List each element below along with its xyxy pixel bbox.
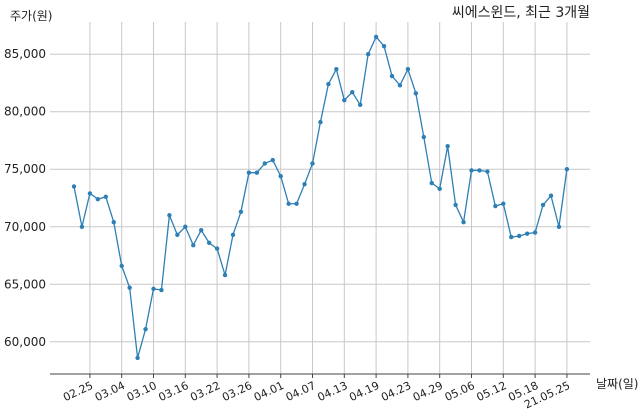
data-point (485, 169, 490, 174)
data-point (151, 286, 156, 292)
data-point (421, 134, 426, 140)
data-point (437, 186, 442, 191)
x-tick-label: 04.07 (284, 379, 318, 404)
data-point (270, 157, 275, 163)
data-point (342, 98, 347, 103)
data-point (238, 209, 244, 214)
data-point (191, 242, 196, 248)
data-point (103, 194, 109, 200)
y-tick-label: 80,000 (4, 105, 46, 119)
data-point (350, 89, 355, 95)
y-tick-label: 75,000 (4, 162, 46, 176)
x-tick-label: 02.25 (61, 379, 95, 404)
x-tick-label: 04.19 (347, 379, 381, 404)
data-point (199, 228, 204, 233)
y-tick-label: 70,000 (4, 220, 46, 234)
data-point (326, 81, 331, 87)
data-point (87, 191, 93, 196)
data-point (294, 201, 299, 206)
data-point (564, 167, 570, 172)
data-point (493, 203, 498, 209)
x-tick-label: 03.10 (125, 379, 159, 404)
data-point (95, 196, 101, 202)
data-point (71, 184, 77, 189)
data-point (206, 240, 212, 246)
data-point (358, 102, 363, 108)
data-point (278, 173, 283, 179)
x-tick-label: 04.29 (411, 379, 445, 404)
x-tick-label: 05.12 (475, 379, 509, 404)
data-point (540, 202, 546, 208)
data-point (548, 193, 554, 198)
x-tick-label: 04.13 (316, 379, 350, 404)
data-point (429, 180, 434, 186)
data-point (230, 232, 236, 238)
data-point (334, 66, 339, 72)
data-point (175, 232, 180, 238)
data-point (79, 224, 85, 229)
data-point (509, 234, 514, 240)
x-tick-label: 03.22 (188, 379, 222, 404)
data-point (302, 182, 307, 187)
x-tick-label: 04.01 (252, 379, 286, 404)
data-point (222, 272, 228, 278)
data-point (532, 230, 538, 235)
y-axis-label: 주가(원) (10, 9, 52, 23)
data-point (183, 224, 188, 229)
series-line (73, 35, 568, 359)
data-point (214, 246, 220, 251)
data-point (373, 34, 379, 40)
data-point (524, 231, 530, 236)
data-point (286, 201, 291, 206)
data-point (556, 224, 562, 229)
data-point (365, 52, 371, 57)
data-point (469, 168, 474, 173)
data-point (445, 144, 450, 149)
data-point (167, 213, 172, 218)
x-tick-label: 03.26 (220, 379, 254, 404)
data-point (453, 202, 458, 208)
data-point (461, 219, 466, 225)
x-tick-label: 04.23 (379, 379, 413, 404)
data-point (119, 263, 124, 269)
data-point (111, 219, 116, 225)
data-point (127, 285, 132, 290)
data-point (135, 355, 140, 361)
x-tick-label: 05.06 (443, 379, 477, 404)
data-point (413, 91, 419, 96)
data-point (381, 43, 387, 49)
y-tick-label: 65,000 (4, 277, 46, 291)
data-point (389, 73, 395, 79)
y-tick-label: 60,000 (4, 335, 46, 349)
x-axis-label: 날짜(일) (596, 377, 638, 391)
data-point (310, 161, 315, 166)
data-point (159, 287, 164, 293)
data-point (143, 326, 148, 332)
data-point (262, 161, 267, 166)
x-tick-label: 03.04 (93, 379, 127, 404)
data-point (517, 233, 522, 239)
data-point (397, 83, 403, 88)
x-tick-label: 03.16 (157, 379, 191, 404)
chart-title: 씨에스윈드, 최근 3개월 (452, 5, 590, 21)
data-point (501, 201, 506, 206)
data-point (318, 119, 323, 125)
data-point (246, 170, 252, 175)
y-tick-label: 85,000 (4, 47, 46, 61)
data-point (477, 168, 482, 173)
data-point (254, 170, 260, 175)
data-point (405, 66, 411, 72)
